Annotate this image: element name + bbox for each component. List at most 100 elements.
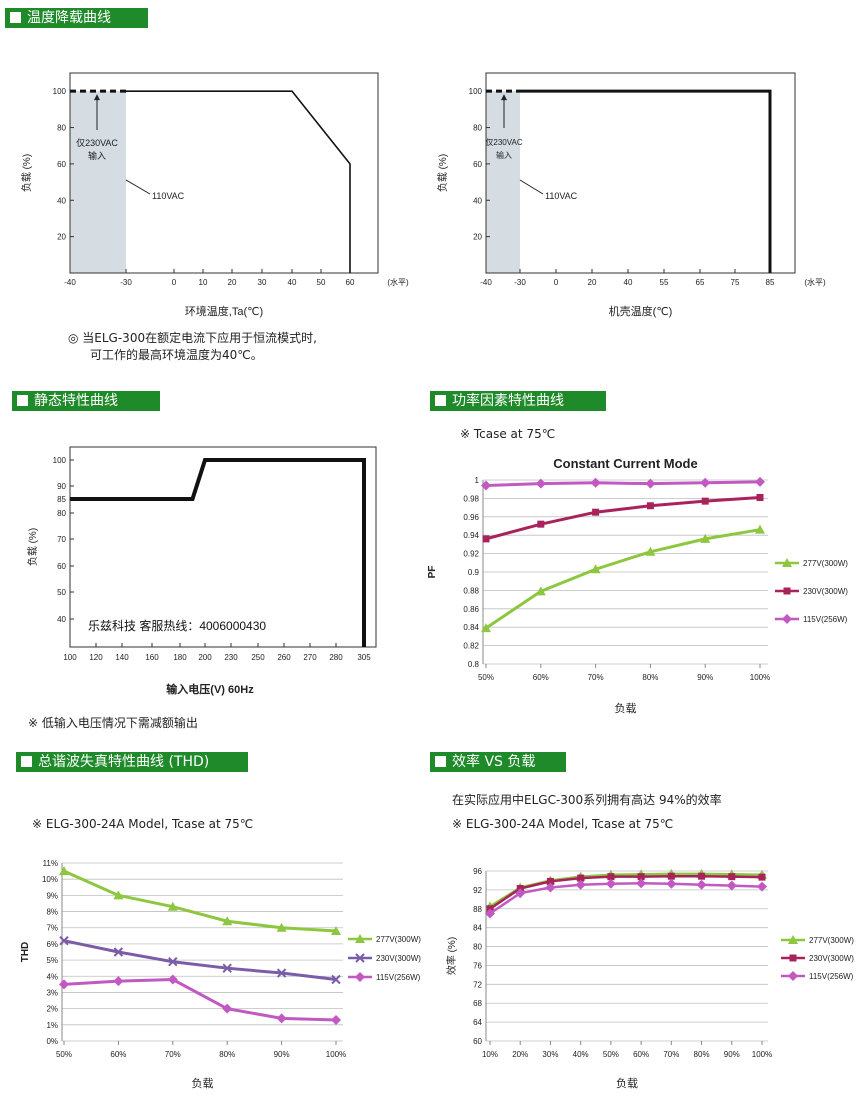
y-tick-label: 90 <box>57 482 66 491</box>
legend-label: 230V(300W) <box>376 954 421 963</box>
x-tick-label: 160 <box>145 653 159 662</box>
y-axis-label: 负载 (%) <box>436 154 449 192</box>
data-point <box>575 879 586 890</box>
data-point <box>113 976 124 987</box>
y-tick-label: 11% <box>43 859 58 868</box>
section-header-pf: 功率因素特性曲线 <box>430 391 606 411</box>
x-tick-label: 60% <box>633 1050 649 1059</box>
y-tick-label: 76 <box>473 961 482 970</box>
y-axis-label: 负载 (%) <box>20 154 33 192</box>
legend-marker <box>783 587 791 595</box>
data-point <box>696 879 707 890</box>
annotation-input: 输入 <box>496 150 512 160</box>
data-point <box>728 873 736 881</box>
data-point <box>167 901 178 911</box>
series-line <box>489 874 763 910</box>
x-tick-label: -40 <box>64 278 76 287</box>
x-tick-label: 50% <box>56 1050 72 1059</box>
plot-frame <box>485 72 796 274</box>
section-header-thd: 总谐波失真特性曲线 (THD) <box>16 752 248 772</box>
data-point <box>481 623 491 633</box>
x-tick-label: 40 <box>624 278 633 287</box>
derating-line <box>520 89 772 273</box>
arrow-head-icon <box>501 94 507 101</box>
x-tick-label: 305 <box>357 653 371 662</box>
data-point <box>331 925 341 935</box>
data-point <box>546 877 554 885</box>
legend-marker <box>355 934 365 943</box>
x-tick-label: 0 <box>554 278 559 287</box>
y-tick-label: 2% <box>46 1005 58 1014</box>
y-axis-label: 负载 (%) <box>26 528 39 566</box>
y-tick-label: 0.9 <box>468 568 480 577</box>
x-tick-label: 30 <box>258 278 267 287</box>
x-tick-label: 60% <box>110 1050 126 1059</box>
y-tick-label: 20 <box>57 233 66 242</box>
efficiency-intro-note: 在实际应用中ELGC-300系列拥有高达 94%的效率 <box>452 793 722 807</box>
square-bullet-icon <box>435 756 446 767</box>
x-axis-label: 负载 <box>615 701 637 715</box>
x-tick-label: 60% <box>533 673 549 682</box>
derating-note-line2: 可工作的最高环境温度为40℃。 <box>90 348 263 362</box>
data-point <box>113 947 124 957</box>
x-axis-label: 环境温度,Ta(℃) <box>185 304 263 318</box>
derating-line <box>126 90 351 273</box>
y-tick-label: 96 <box>473 867 482 876</box>
legend-label: 277V(300W) <box>809 936 854 945</box>
series-line <box>63 869 337 933</box>
data-point <box>592 508 600 516</box>
y-tick-label: 100 <box>469 87 483 96</box>
y-axis-label: PF <box>427 566 438 579</box>
x-tick-label: 100% <box>752 1050 772 1059</box>
plot-frame <box>69 446 377 648</box>
data-point <box>515 888 526 899</box>
legend-label: 230V(300W) <box>809 954 854 963</box>
x-tick-label: 0 <box>172 278 177 287</box>
x-tick-label: 100 <box>63 653 77 662</box>
data-point <box>545 882 556 893</box>
data-point <box>481 480 491 491</box>
shaded-region <box>486 91 520 273</box>
series-line <box>63 977 337 1022</box>
y-tick-label: 0.82 <box>463 642 479 651</box>
legend-marker <box>782 614 792 624</box>
data-point <box>590 564 601 574</box>
y-tick-label: 70 <box>57 535 66 544</box>
x-tick-label: 70% <box>663 1050 679 1059</box>
data-point <box>276 1013 287 1024</box>
legend-marker <box>788 971 798 981</box>
x-tick-label: -30 <box>120 278 132 287</box>
x-axis-label: 机壳温度(℃) <box>609 304 673 318</box>
x-tick-label: 40% <box>573 1050 589 1059</box>
y-tick-label: 20 <box>473 233 482 242</box>
data-point <box>331 1014 341 1025</box>
y-tick-label: 1 <box>475 476 480 485</box>
data-point <box>331 974 341 985</box>
x-tick-label: 10% <box>482 1050 498 1059</box>
data-point <box>645 478 656 489</box>
data-point <box>537 520 545 528</box>
series-line <box>485 480 761 488</box>
data-point <box>645 546 656 556</box>
y-tick-label: 40 <box>473 196 482 205</box>
y-tick-label: 68 <box>473 999 482 1008</box>
data-point <box>757 881 767 892</box>
data-point <box>667 872 675 880</box>
plot-frame <box>69 72 379 274</box>
x-tick-label: 30% <box>542 1050 558 1059</box>
arrow-head-icon <box>94 94 100 101</box>
x-axis-label: 输入电压(V) 60Hz <box>166 682 254 696</box>
data-point <box>758 873 766 881</box>
y-tick-label: 80 <box>473 124 482 133</box>
data-point <box>698 872 706 880</box>
y-tick-label: 50 <box>57 588 66 597</box>
data-point <box>59 866 69 876</box>
y-tick-label: 10% <box>42 875 58 884</box>
derating-note-line1: ◎ 当ELG-300在额定电流下应用于恒流模式时, <box>68 331 317 345</box>
static-note: ※ 低输入电压情况下需减额输出 <box>28 716 198 730</box>
x-tick-label: 90% <box>274 1050 290 1059</box>
data-point <box>222 1003 233 1014</box>
annotation-230vac: 仅230VAC <box>485 137 522 147</box>
legend-label: 115V(256W) <box>376 973 421 982</box>
x-tick-label: 20% <box>512 1050 528 1059</box>
